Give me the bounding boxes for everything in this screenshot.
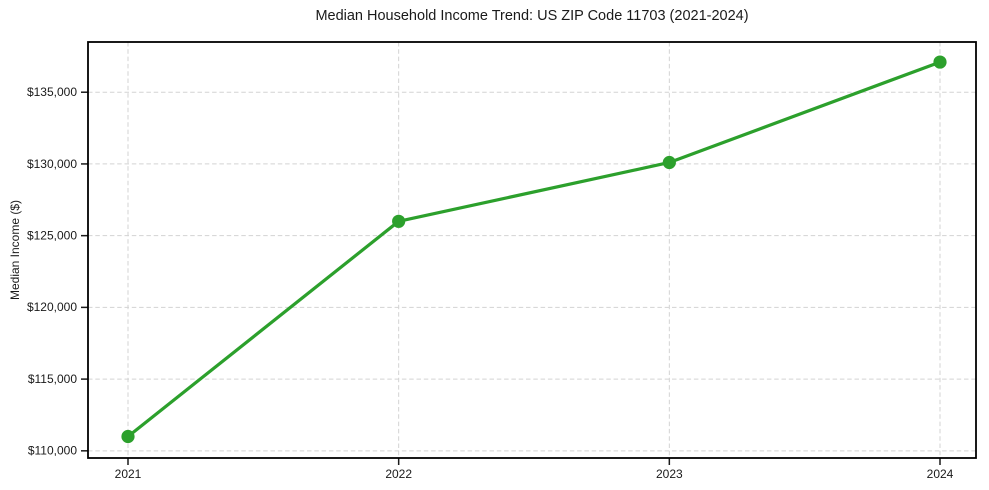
chart-title: Median Household Income Trend: US ZIP Co… (315, 8, 749, 24)
y-tick-label: $120,000 (27, 300, 77, 314)
y-tick-label: $130,000 (27, 157, 77, 171)
trend-line (126, 60, 942, 439)
y-tick-label: $115,000 (28, 372, 77, 386)
x-tick-label: 2021 (115, 467, 142, 481)
data-point-2023 (662, 155, 676, 170)
y-tick-label: $135,000 (27, 85, 77, 99)
y-tick-label: $125,000 (27, 228, 77, 242)
data-point-2021 (121, 429, 135, 444)
x-tick-label: 2022 (385, 467, 412, 481)
x-tick-label: 2024 (927, 467, 954, 481)
x-tick-label: 2023 (656, 467, 683, 481)
y-tick-label: $110,000 (28, 444, 77, 458)
y-axis-label: Median Income ($) (8, 199, 22, 301)
plot-border (87, 41, 977, 459)
data-point-2024 (933, 55, 947, 69)
data-point-2022 (392, 214, 406, 228)
